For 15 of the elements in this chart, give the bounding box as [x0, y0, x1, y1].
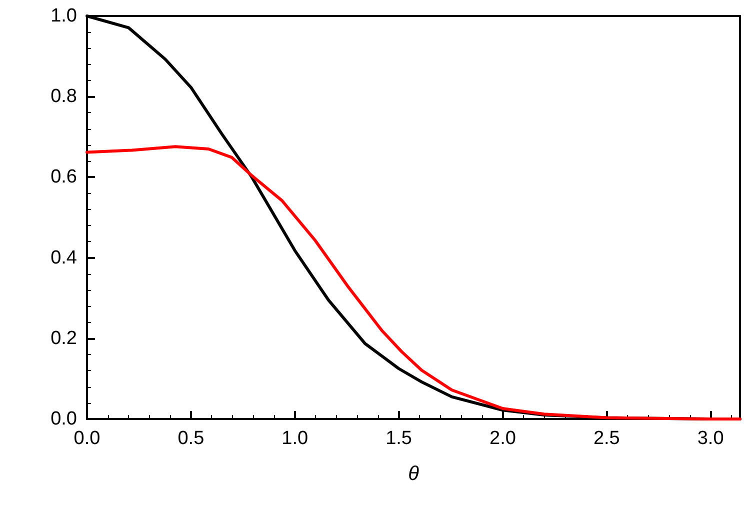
- x-tick-label: 0.5: [178, 428, 204, 449]
- y-tick-label: 0.0: [50, 408, 77, 430]
- y-tick-label: 0.4: [50, 247, 78, 268]
- line-series: [86, 145, 742, 420]
- y-tick-label: 0.8: [50, 86, 77, 108]
- x-tick-label: 1.5: [386, 428, 412, 449]
- x-tick-label: 2.5: [593, 428, 620, 449]
- x-tick-label: 0.0: [74, 428, 100, 449]
- x-tick-label: 2.0: [490, 428, 516, 449]
- x-tick-label: 3.0: [697, 428, 724, 449]
- x-tick-label: 1.0: [282, 428, 308, 449]
- y-tick-label: 1.0: [50, 6, 77, 26]
- x-axis-title: θ: [408, 463, 420, 485]
- y-tick-label: 0.2: [50, 328, 77, 349]
- y-tick-label: 0.6: [50, 166, 77, 188]
